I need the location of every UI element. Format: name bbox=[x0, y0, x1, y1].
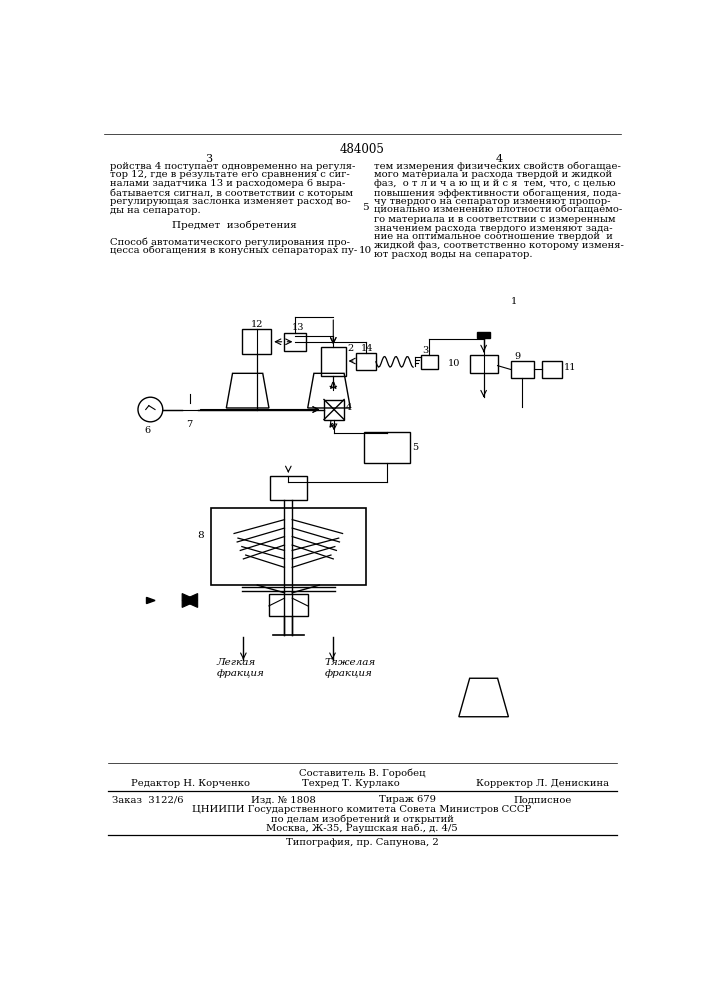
Bar bbox=[469, 355, 498, 373]
Text: Редактор Н. Корченко: Редактор Н. Корченко bbox=[131, 779, 250, 788]
Text: 9: 9 bbox=[515, 352, 521, 361]
Text: 1: 1 bbox=[510, 297, 517, 306]
Text: 10: 10 bbox=[359, 246, 373, 255]
Text: тем измерения физических свойств обогащае-: тем измерения физических свойств обогаща… bbox=[373, 162, 621, 171]
Polygon shape bbox=[182, 594, 198, 607]
Text: Способ автоматического регулирования про-: Способ автоматического регулирования про… bbox=[110, 237, 350, 247]
Text: го материала и в соответствии с измеренным: го материала и в соответствии с измеренн… bbox=[373, 215, 615, 224]
Bar bbox=[542, 361, 562, 378]
Bar bbox=[324, 400, 344, 420]
Text: 6: 6 bbox=[144, 426, 151, 435]
Text: 4: 4 bbox=[496, 154, 503, 164]
Text: 3: 3 bbox=[205, 154, 212, 164]
Text: Составитель В. Горобец: Составитель В. Горобец bbox=[298, 768, 425, 778]
Text: 5: 5 bbox=[412, 443, 419, 452]
Text: 14: 14 bbox=[361, 344, 373, 353]
Bar bbox=[242, 329, 271, 354]
Text: Тяжелая
фракция: Тяжелая фракция bbox=[325, 658, 376, 678]
Text: Подписное: Подписное bbox=[513, 795, 571, 804]
Text: мого материала и расхода твердой и жидкой: мого материала и расхода твердой и жидко… bbox=[373, 170, 612, 179]
Bar bbox=[363, 432, 410, 463]
Text: Корректор Л. Денискина: Корректор Л. Денискина bbox=[476, 779, 609, 788]
Polygon shape bbox=[146, 597, 155, 604]
Text: Заказ  3122/6: Заказ 3122/6 bbox=[112, 795, 183, 804]
Text: 3: 3 bbox=[422, 346, 428, 355]
Text: чу твердого на сепаратор изменяют пропор-: чу твердого на сепаратор изменяют пропор… bbox=[373, 197, 610, 206]
Text: цесса обогащения в конусных сепараторах пу-: цесса обогащения в конусных сепараторах … bbox=[110, 246, 357, 255]
Bar bbox=[477, 332, 490, 338]
Text: ние на оптимальное соотношение твердой  и: ние на оптимальное соотношение твердой и bbox=[373, 232, 612, 241]
Text: Легкая
фракция: Легкая фракция bbox=[216, 658, 264, 678]
Text: Типография, пр. Сапунова, 2: Типография, пр. Сапунова, 2 bbox=[286, 838, 438, 847]
Text: ды на сепаратор.: ды на сепаратор. bbox=[110, 206, 201, 215]
Text: 13: 13 bbox=[292, 323, 305, 332]
Text: тор 12, где в результате его сравнения с сиг-: тор 12, где в результате его сравнения с… bbox=[110, 170, 350, 179]
Text: жидкой фаз, соответственно которому изменя-: жидкой фаз, соответственно которому изме… bbox=[373, 241, 624, 250]
Bar bbox=[321, 347, 346, 376]
Text: 484005: 484005 bbox=[339, 143, 385, 156]
Text: ЦНИИПИ Государственного комитета Совета Министров СССР: ЦНИИПИ Государственного комитета Совета … bbox=[192, 805, 532, 814]
Text: значением расхода твердого изменяют зада-: значением расхода твердого изменяют зада… bbox=[373, 224, 612, 233]
Bar bbox=[510, 361, 534, 378]
Text: 12: 12 bbox=[251, 320, 264, 329]
Text: 11: 11 bbox=[563, 363, 576, 372]
Bar bbox=[284, 333, 306, 351]
Text: фаз,  о т л и ч а ю щ и й с я  тем, что, с целью: фаз, о т л и ч а ю щ и й с я тем, что, с… bbox=[373, 179, 615, 188]
Text: регулирующая заслонка изменяет расход во-: регулирующая заслонка изменяет расход во… bbox=[110, 197, 351, 206]
Text: повышения эффективности обогащения, пода-: повышения эффективности обогащения, пода… bbox=[373, 188, 621, 198]
Bar bbox=[270, 476, 307, 500]
Text: налами задатчика 13 и расходомера 6 выра-: налами задатчика 13 и расходомера 6 выра… bbox=[110, 179, 346, 188]
Text: Предмет  изобретения: Предмет изобретения bbox=[172, 220, 297, 230]
Bar bbox=[421, 355, 438, 369]
Text: Москва, Ж-35, Раушская наб., д. 4/5: Москва, Ж-35, Раушская наб., д. 4/5 bbox=[266, 824, 458, 833]
Text: ройства 4 поступает одновременно на регуля-: ройства 4 поступает одновременно на регу… bbox=[110, 162, 356, 171]
Text: 4: 4 bbox=[346, 403, 352, 412]
Text: 7: 7 bbox=[186, 420, 192, 429]
Text: по делам изобретений и открытий: по делам изобретений и открытий bbox=[271, 815, 453, 824]
Bar bbox=[211, 508, 366, 585]
Bar bbox=[269, 594, 308, 616]
Text: 2: 2 bbox=[347, 344, 354, 353]
Text: 5: 5 bbox=[363, 203, 369, 212]
Text: Тираж 679: Тираж 679 bbox=[379, 795, 436, 804]
Polygon shape bbox=[182, 594, 198, 607]
Text: Изд. № 1808: Изд. № 1808 bbox=[251, 795, 316, 804]
Text: ционально изменению плотности обогащаемо-: ционально изменению плотности обогащаемо… bbox=[373, 206, 622, 215]
Text: Техред Т. Курлако: Техред Т. Курлако bbox=[301, 779, 399, 788]
Bar bbox=[356, 353, 376, 370]
Text: 10: 10 bbox=[448, 359, 460, 368]
Text: батывается сигнал, в соответствии с которым: батывается сигнал, в соответствии с кото… bbox=[110, 188, 353, 198]
Text: 8: 8 bbox=[197, 531, 204, 540]
Polygon shape bbox=[459, 678, 508, 717]
Text: ют расход воды на сепаратор.: ют расход воды на сепаратор. bbox=[373, 250, 532, 259]
